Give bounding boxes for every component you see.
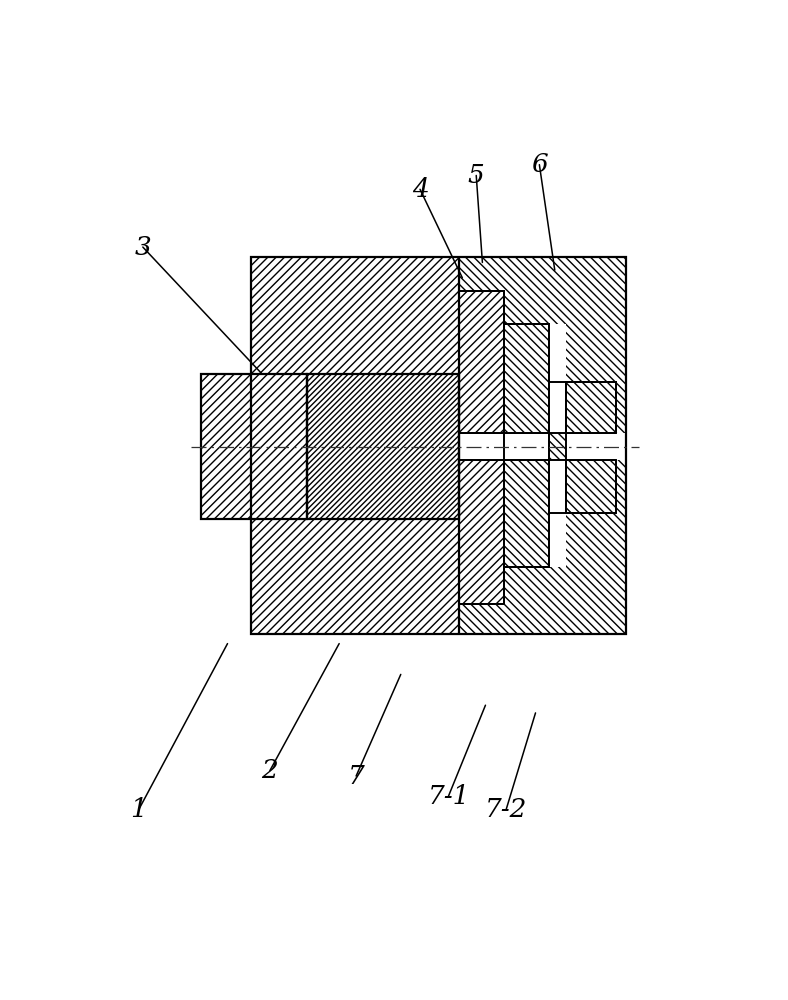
Bar [504,460,548,567]
Bar [459,460,504,604]
Bar [566,382,616,433]
Bar [504,324,548,433]
Text: 1: 1 [131,797,147,822]
Text: 7-1: 7-1 [427,784,470,809]
Text: 3: 3 [135,235,151,260]
Bar [307,374,459,519]
Bar [566,460,616,513]
Text: 6: 6 [531,152,548,177]
Bar [459,257,626,634]
Bar [459,433,548,460]
Text: 5: 5 [468,163,485,188]
Bar [459,460,504,604]
Text: 7: 7 [348,764,365,789]
Bar [566,433,640,460]
Bar [504,460,548,567]
Bar [251,257,626,634]
Text: 4: 4 [411,177,429,202]
Bar [504,324,548,433]
Text: 2: 2 [262,758,278,783]
Bar [307,374,459,519]
Bar [566,382,616,433]
Bar [251,257,626,634]
Bar [548,324,566,433]
Bar [201,374,307,519]
Bar [459,291,504,433]
Text: 7-2: 7-2 [485,797,527,822]
Bar [548,460,566,567]
Bar [201,374,307,519]
Bar [566,460,616,513]
Bar [459,291,504,433]
